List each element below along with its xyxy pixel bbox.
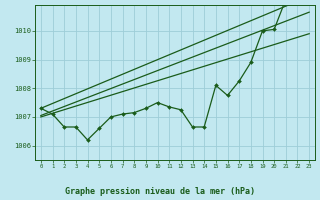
Text: Graphe pression niveau de la mer (hPa): Graphe pression niveau de la mer (hPa) — [65, 187, 255, 196]
